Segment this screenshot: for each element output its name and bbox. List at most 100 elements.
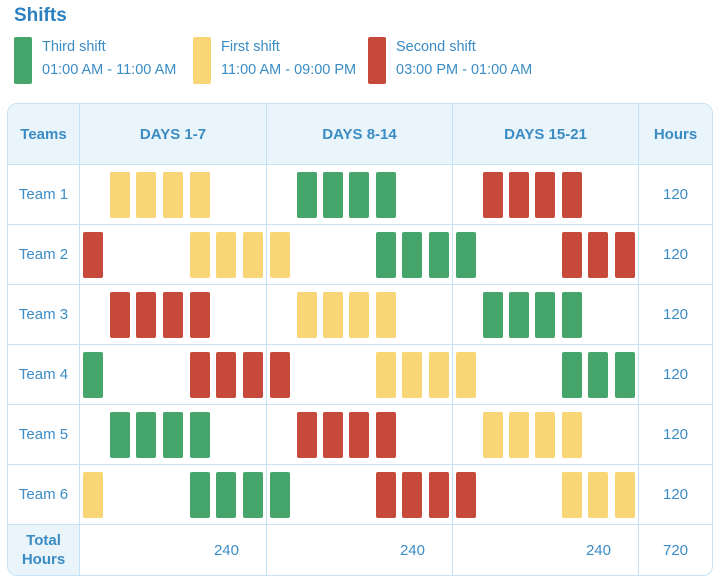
shift-bar-third xyxy=(402,231,423,278)
team-cell-team-1: Team 1 xyxy=(8,165,80,225)
third-shift-color-swatch xyxy=(14,37,32,84)
shift-table: Teams DAYS 1-7 DAYS 8-14 DAYS 15-21 Hours Tea… xyxy=(7,103,713,576)
shift-bar-second xyxy=(402,471,423,518)
total-label-line1: Total xyxy=(26,532,61,549)
day-slot xyxy=(559,405,585,464)
day-slot xyxy=(585,225,611,284)
shift-bar-second xyxy=(270,351,291,398)
shift-bar-first xyxy=(323,291,344,338)
grand-total-hours: 720 xyxy=(639,525,712,575)
schedule-cell-team-2-period-1 xyxy=(80,225,267,285)
legend: Third shift 01:00 AM - 11:00 AM First sh… xyxy=(14,37,532,84)
shift-bar-second xyxy=(296,411,317,458)
shift-bar-third xyxy=(270,471,291,518)
team-cell-team-4: Team 4 xyxy=(8,345,80,405)
day-slot xyxy=(267,405,293,464)
day-slot xyxy=(160,465,187,524)
day-slot xyxy=(80,465,107,524)
schedule-cell-team-1-period-2 xyxy=(267,165,453,225)
day-slot xyxy=(320,165,346,224)
day-slot xyxy=(320,405,346,464)
day-slot xyxy=(506,225,532,284)
day-slot xyxy=(479,465,505,524)
day-slot xyxy=(186,405,213,464)
schedule-cell-team-2-period-3 xyxy=(453,225,639,285)
day-slot xyxy=(293,465,319,524)
legend-item-first-shift: First shift 11:00 AM - 09:00 PM xyxy=(193,37,368,84)
day-slot xyxy=(107,405,134,464)
legend-item-third-shift: Third shift 01:00 AM - 11:00 AM xyxy=(14,37,193,84)
total-hours-label: Total Hours xyxy=(8,525,80,575)
day-slot xyxy=(479,345,505,404)
schedule-cell-team-3-period-2 xyxy=(267,285,453,345)
second-shift-color-swatch xyxy=(368,37,386,84)
schedule-cell-team-2-period-2 xyxy=(267,225,453,285)
day-slot xyxy=(80,345,107,404)
shift-bar-third xyxy=(428,231,449,278)
day-slot xyxy=(213,285,240,344)
day-slot xyxy=(346,285,372,344)
shift-bar-first xyxy=(270,231,291,278)
day-slot xyxy=(506,465,532,524)
day-slot xyxy=(160,405,187,464)
day-slot xyxy=(373,165,399,224)
day-slot xyxy=(239,405,266,464)
day-slot xyxy=(585,165,611,224)
day-slot xyxy=(373,465,399,524)
day-slot xyxy=(426,345,452,404)
shift-bar-first xyxy=(349,291,370,338)
day-slot xyxy=(373,285,399,344)
day-slot xyxy=(239,345,266,404)
day-slot xyxy=(453,405,479,464)
shift-bar-first xyxy=(561,471,582,518)
column-header-days-1-7: DAYS 1-7 xyxy=(80,104,267,165)
legend-time-range: 11:00 AM - 09:00 PM xyxy=(221,62,357,78)
legend-time-range: 03:00 PM - 01:00 AM xyxy=(396,62,533,78)
day-slot xyxy=(160,345,187,404)
shift-bar-third xyxy=(561,291,582,338)
shift-bar-second xyxy=(216,351,237,398)
day-slot xyxy=(399,225,425,284)
first-shift-color-swatch xyxy=(193,37,211,84)
shift-bar-third xyxy=(189,411,210,458)
shift-bar-third xyxy=(349,171,370,218)
shift-bar-third xyxy=(109,411,130,458)
day-slot xyxy=(426,165,452,224)
day-slot xyxy=(373,405,399,464)
day-slot xyxy=(399,405,425,464)
day-slot xyxy=(532,465,558,524)
shift-bar-second xyxy=(614,231,635,278)
total-hours-period-1: 240 xyxy=(80,525,267,575)
day-slot xyxy=(559,285,585,344)
shift-bar-third xyxy=(83,351,104,398)
schedule-cell-team-1-period-1 xyxy=(80,165,267,225)
schedule-cell-team-6-period-2 xyxy=(267,465,453,525)
team-cell-team-3: Team 3 xyxy=(8,285,80,345)
legend-time-range: 01:00 AM - 11:00 AM xyxy=(42,62,177,78)
shift-bar-third xyxy=(323,171,344,218)
shift-bar-third xyxy=(482,291,503,338)
day-slot xyxy=(399,465,425,524)
day-slot xyxy=(80,225,107,284)
shift-bar-first xyxy=(375,291,396,338)
shift-bar-second xyxy=(349,411,370,458)
day-slot xyxy=(426,225,452,284)
day-slot xyxy=(267,285,293,344)
schedule-cell-team-5-period-3 xyxy=(453,405,639,465)
day-slot xyxy=(373,345,399,404)
day-slot xyxy=(506,405,532,464)
shift-bar-first xyxy=(375,351,396,398)
shift-bar-second xyxy=(375,471,396,518)
shift-bar-third xyxy=(242,471,263,518)
column-header-hours: Hours xyxy=(639,104,712,165)
day-slot xyxy=(612,225,638,284)
shift-bar-third xyxy=(375,171,396,218)
day-slot xyxy=(133,225,160,284)
day-slot xyxy=(80,165,107,224)
hours-cell-team-5: 120 xyxy=(639,405,712,465)
day-slot xyxy=(267,465,293,524)
day-slot xyxy=(239,225,266,284)
schedule-cell-team-6-period-3 xyxy=(453,465,639,525)
day-slot xyxy=(213,465,240,524)
